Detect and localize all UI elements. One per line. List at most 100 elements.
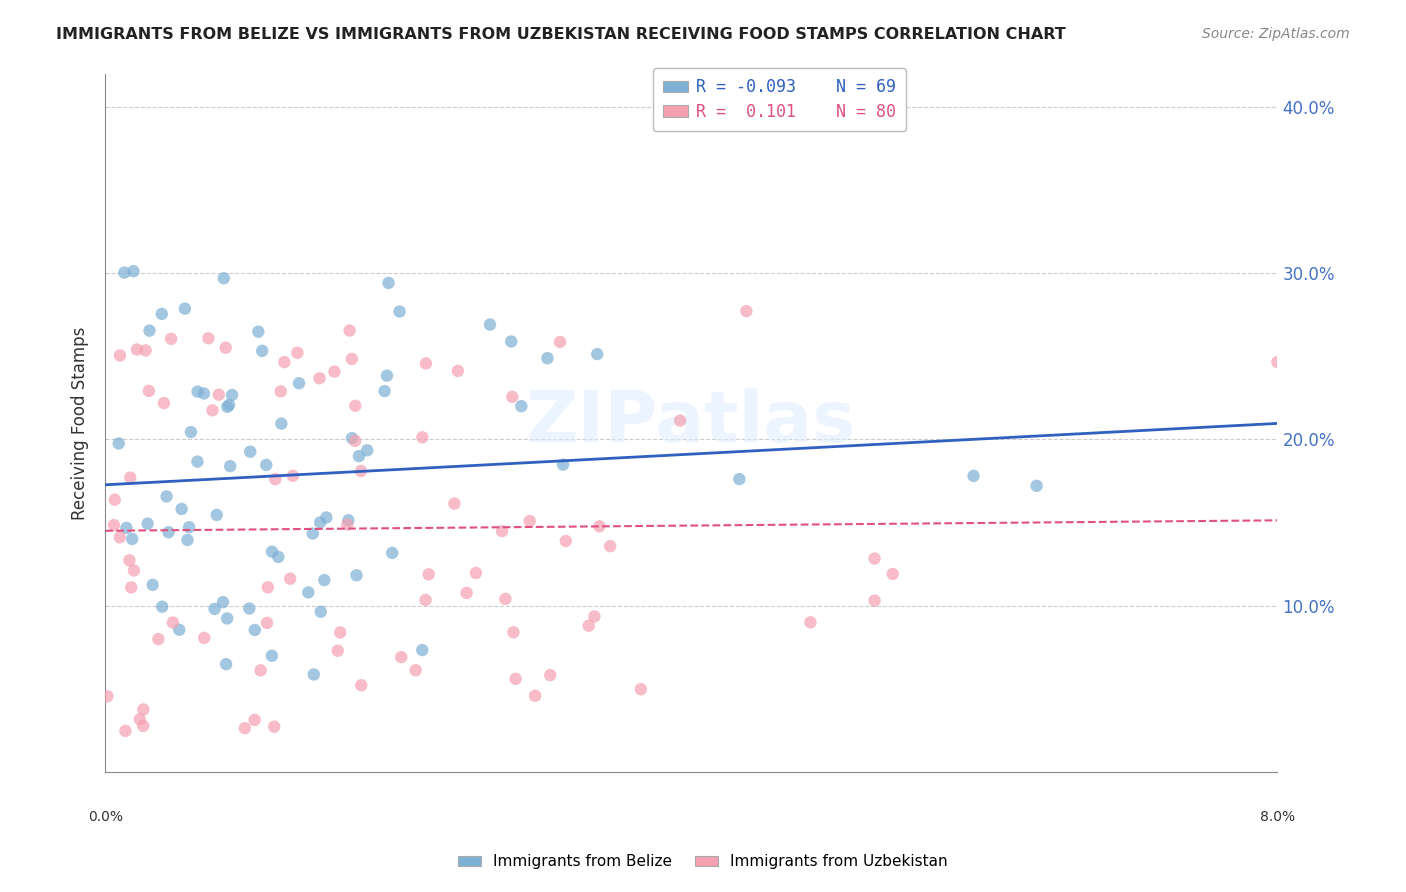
Point: [273, 355, 295, 369]
Point: [374, 384, 396, 398]
Point: [405, 663, 427, 677]
Point: [120, 470, 142, 484]
Point: [336, 517, 359, 532]
Point: [586, 347, 609, 361]
Point: [411, 430, 433, 444]
Point: [728, 472, 751, 486]
Y-axis label: Receiving Food Stamps: Receiving Food Stamps: [72, 326, 89, 519]
Point: [309, 605, 332, 619]
Point: [415, 593, 437, 607]
Point: [254, 458, 277, 472]
Point: [389, 650, 412, 665]
Point: [415, 356, 437, 370]
Point: [478, 318, 501, 332]
Point: [491, 524, 513, 538]
Point: [138, 384, 160, 398]
Point: [132, 719, 155, 733]
Point: [169, 623, 191, 637]
Point: [443, 497, 465, 511]
Point: [270, 384, 292, 399]
Point: [278, 572, 301, 586]
Point: [263, 720, 285, 734]
Point: [215, 341, 238, 355]
Point: [108, 348, 131, 362]
Point: [1267, 355, 1289, 369]
Point: [249, 664, 271, 678]
Point: [309, 516, 332, 530]
Point: [329, 625, 352, 640]
Point: [630, 682, 652, 697]
Point: [176, 533, 198, 547]
Point: [120, 581, 142, 595]
Legend: R = -0.093    N = 69, R =  0.101    N = 80: R = -0.093 N = 69, R = 0.101 N = 80: [652, 69, 905, 131]
Point: [375, 368, 398, 383]
Point: [502, 625, 524, 640]
Point: [536, 351, 558, 366]
Text: ZIPatlas: ZIPatlas: [526, 388, 856, 458]
Point: [233, 721, 256, 735]
Point: [243, 623, 266, 637]
Point: [107, 436, 129, 450]
Point: [388, 304, 411, 318]
Point: [863, 593, 886, 607]
Point: [340, 351, 363, 366]
Point: [132, 702, 155, 716]
Point: [150, 307, 173, 321]
Point: [494, 591, 516, 606]
Point: [962, 469, 984, 483]
Text: IMMIGRANTS FROM BELIZE VS IMMIGRANTS FROM UZBEKISTAN RECEIVING FOOD STAMPS CORRE: IMMIGRANTS FROM BELIZE VS IMMIGRANTS FRO…: [56, 27, 1066, 42]
Point: [260, 544, 283, 558]
Point: [799, 615, 821, 630]
Point: [554, 533, 576, 548]
Point: [128, 712, 150, 726]
Text: Source: ZipAtlas.com: Source: ZipAtlas.com: [1202, 27, 1350, 41]
Point: [524, 689, 547, 703]
Point: [247, 325, 270, 339]
Point: [501, 334, 523, 349]
Point: [315, 510, 337, 524]
Point: [256, 615, 278, 630]
Point: [115, 521, 138, 535]
Point: [356, 443, 378, 458]
Point: [217, 611, 239, 625]
Point: [505, 672, 527, 686]
Point: [250, 343, 273, 358]
Point: [204, 602, 226, 616]
Point: [256, 580, 278, 594]
Point: [212, 595, 235, 609]
Point: [588, 519, 610, 533]
Point: [344, 399, 367, 413]
Point: [108, 530, 131, 544]
Point: [347, 449, 370, 463]
Point: [583, 609, 606, 624]
Point: [301, 526, 323, 541]
Point: [314, 573, 336, 587]
Point: [118, 553, 141, 567]
Point: [187, 384, 209, 399]
Point: [340, 431, 363, 445]
Point: [125, 343, 148, 357]
Point: [411, 643, 433, 657]
Point: [153, 396, 176, 410]
Point: [337, 513, 360, 527]
Point: [339, 324, 361, 338]
Point: [519, 514, 541, 528]
Point: [186, 454, 208, 468]
Point: [177, 520, 200, 534]
Point: [350, 464, 373, 478]
Text: 8.0%: 8.0%: [1260, 810, 1295, 824]
Point: [180, 425, 202, 439]
Point: [1025, 479, 1047, 493]
Point: [221, 388, 243, 402]
Point: [381, 546, 404, 560]
Point: [551, 458, 574, 472]
Point: [464, 566, 486, 580]
Point: [326, 644, 349, 658]
Point: [735, 304, 758, 318]
Point: [112, 266, 135, 280]
Point: [150, 599, 173, 614]
Point: [323, 365, 346, 379]
Point: [162, 615, 184, 630]
Point: [302, 667, 325, 681]
Point: [219, 459, 242, 474]
